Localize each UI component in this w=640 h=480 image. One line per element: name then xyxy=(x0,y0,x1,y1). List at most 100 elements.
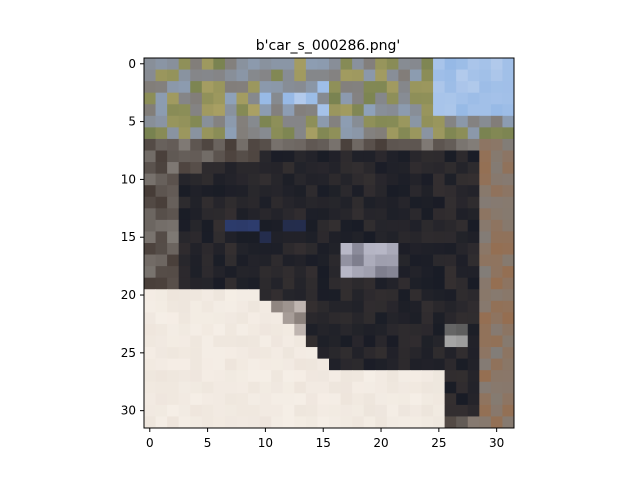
image-pixel xyxy=(375,266,388,279)
image-pixel xyxy=(386,358,399,371)
image-pixel xyxy=(236,69,249,82)
image-pixel xyxy=(305,381,318,394)
image-pixel xyxy=(421,115,434,128)
image-pixel xyxy=(294,416,307,429)
image-pixel xyxy=(190,150,203,163)
image-pixel xyxy=(224,196,237,209)
image-pixel xyxy=(502,243,515,255)
image-pixel xyxy=(375,208,388,221)
image-pixel xyxy=(317,219,330,232)
image-pixel xyxy=(467,69,480,82)
image-pixel xyxy=(375,300,388,313)
image-pixel xyxy=(271,347,284,360)
image-pixel xyxy=(444,312,457,325)
image-pixel xyxy=(467,370,480,383)
image-pixel xyxy=(155,92,168,105)
image-pixel xyxy=(155,277,168,290)
image-pixel xyxy=(363,81,376,94)
image-pixel xyxy=(502,69,515,82)
image-pixel xyxy=(421,358,434,371)
image-pixel xyxy=(305,104,318,117)
image-pixel xyxy=(398,289,411,302)
image-pixel xyxy=(259,312,272,325)
image-pixel xyxy=(236,370,249,383)
image-pixel xyxy=(433,347,446,360)
image-pixel xyxy=(340,208,353,221)
image-pixel xyxy=(294,92,307,105)
image-pixel xyxy=(329,231,341,244)
image-pixel xyxy=(421,404,434,417)
image-pixel xyxy=(190,370,203,383)
image-pixel xyxy=(490,138,503,151)
image-pixel xyxy=(490,173,503,186)
image-pixel xyxy=(155,196,168,209)
image-pixel xyxy=(352,69,365,82)
image-pixel xyxy=(433,81,446,94)
image-pixel xyxy=(236,104,249,117)
image-pixel xyxy=(386,173,399,186)
image-pixel xyxy=(224,115,237,128)
y-axis: 0 5 10 15 20 25 30 xyxy=(121,57,144,418)
image-pixel xyxy=(213,69,226,82)
image-pixel xyxy=(329,323,341,336)
image-pixel xyxy=(190,381,203,394)
image-pixel xyxy=(467,162,480,175)
image-pixel xyxy=(178,347,191,360)
image-pixel xyxy=(386,393,399,406)
image-pixel xyxy=(444,58,457,70)
image-pixel xyxy=(421,92,434,105)
image-pixel xyxy=(421,393,434,406)
image-pixel xyxy=(305,185,318,198)
image-pixel xyxy=(409,173,422,186)
image-pixel xyxy=(409,138,422,151)
image-pixel xyxy=(271,300,284,313)
image-pixel xyxy=(259,208,272,221)
image-pixel xyxy=(248,150,261,163)
image-pixel xyxy=(178,289,191,302)
image-pixel xyxy=(294,254,307,267)
image-pixel xyxy=(479,196,492,209)
image-pixel xyxy=(375,335,388,348)
image-pixel xyxy=(329,92,341,105)
x-tick-label: 10 xyxy=(258,436,273,450)
image-pixel xyxy=(479,58,492,70)
image-pixel xyxy=(433,289,446,302)
image-pixel xyxy=(167,69,180,82)
image-pixel xyxy=(259,196,272,209)
image-pixel xyxy=(282,58,295,70)
image-pixel xyxy=(224,381,237,394)
image-pixel xyxy=(144,196,156,209)
image-pixel xyxy=(398,277,411,290)
image-pixel xyxy=(201,300,214,313)
image-pixel xyxy=(144,92,156,105)
image-pixel xyxy=(248,127,261,140)
image-pixel xyxy=(375,231,388,244)
image-pixel xyxy=(363,196,376,209)
image-pixel xyxy=(167,323,180,336)
image-pixel xyxy=(282,208,295,221)
image-pixel xyxy=(456,196,469,209)
image-pixel xyxy=(421,347,434,360)
image-pixel xyxy=(456,115,469,128)
image-pixel xyxy=(433,208,446,221)
image-pixel xyxy=(155,323,168,336)
image-pixel xyxy=(224,58,237,70)
image-pixel xyxy=(271,289,284,302)
image-pixel xyxy=(456,127,469,140)
image-pixel xyxy=(479,92,492,105)
image-pixel xyxy=(375,393,388,406)
image-pixel xyxy=(282,416,295,429)
image-pixel xyxy=(502,219,515,232)
image-pixel xyxy=(259,254,272,267)
image-pixel xyxy=(433,138,446,151)
image-pixel xyxy=(155,173,168,186)
image-pixel xyxy=(248,277,261,290)
image-pixel xyxy=(190,323,203,336)
image-pixel xyxy=(444,381,457,394)
image-pixel xyxy=(375,381,388,394)
y-tick-label: 25 xyxy=(121,346,136,360)
image-pixel xyxy=(329,58,341,70)
image-pixel xyxy=(444,404,457,417)
image-pixel xyxy=(352,196,365,209)
image-pixel xyxy=(305,254,318,267)
